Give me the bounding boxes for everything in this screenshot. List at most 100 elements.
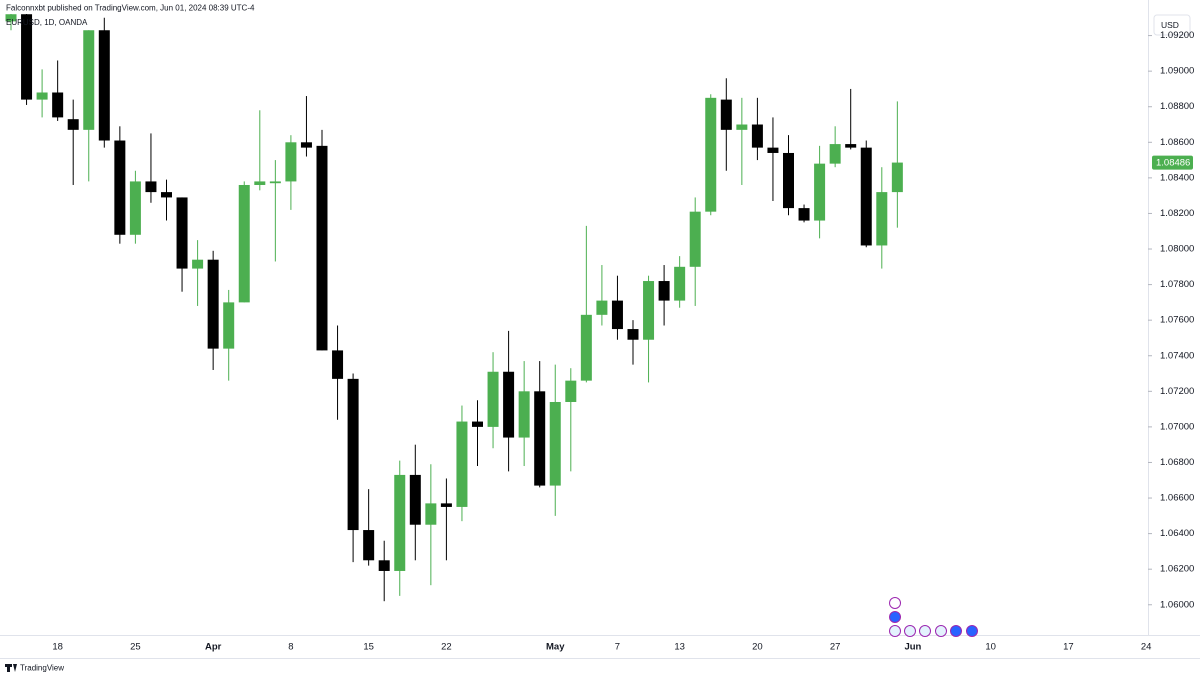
x-tick-label: 27	[830, 642, 841, 653]
y-tick-label: 1.07000	[1160, 421, 1194, 432]
candle-body	[269, 181, 281, 184]
candle-body	[549, 401, 561, 486]
candle-body	[223, 302, 235, 349]
candle-body	[472, 421, 483, 427]
candle-body	[689, 211, 701, 267]
y-tick-label: 1.06000	[1160, 599, 1194, 610]
x-tick-label: 20	[752, 642, 763, 653]
y-tick-label: 1.08400	[1160, 172, 1194, 183]
candle-body	[83, 30, 95, 130]
candle-body	[161, 192, 172, 198]
event-icons	[889, 597, 978, 637]
candle-body	[316, 145, 328, 351]
last-price-label: 1.08486	[1156, 158, 1190, 169]
candle-body	[596, 300, 608, 315]
candle-body	[98, 30, 110, 141]
candle-body	[565, 380, 577, 402]
candle-body	[52, 92, 64, 118]
candle-body	[114, 140, 126, 235]
candle-body	[674, 266, 686, 301]
candle-body	[611, 300, 623, 330]
x-tick-label: 10	[985, 642, 996, 653]
candle-body	[767, 147, 779, 153]
candle-body	[347, 378, 359, 531]
x-tick-label: 17	[1063, 642, 1074, 653]
currency-button[interactable]	[1153, 14, 1191, 36]
candle-body	[192, 259, 204, 269]
event-icon	[889, 597, 901, 609]
candle-body	[487, 371, 499, 427]
y-tick-label: 1.08600	[1160, 137, 1194, 148]
candle-body	[300, 142, 312, 148]
candle-body	[36, 92, 48, 100]
candle-body	[254, 181, 266, 185]
y-tick-label: 1.09000	[1160, 66, 1194, 77]
candle-body	[534, 391, 546, 486]
candle-body	[829, 144, 841, 164]
event-icon	[889, 611, 901, 623]
x-tick-label: Jun	[904, 642, 921, 653]
x-tick-label: 7	[615, 642, 620, 653]
candle-body	[720, 99, 732, 130]
candle-body	[798, 208, 810, 221]
y-tick-label: 1.07600	[1160, 315, 1194, 326]
event-icon	[935, 625, 947, 637]
x-tick-label: 15	[363, 642, 374, 653]
candle-body	[176, 197, 188, 269]
candle-body	[21, 14, 33, 100]
candle-body	[332, 350, 344, 379]
brand-logo	[5, 664, 17, 672]
candle-body	[736, 124, 748, 130]
y-tick-label: 1.06800	[1160, 457, 1194, 468]
currency-label[interactable]: USD	[1161, 20, 1179, 30]
candle-body	[378, 560, 390, 571]
last-price-box	[1152, 155, 1193, 170]
candle-body	[705, 97, 717, 212]
header-bg	[3, 2, 223, 14]
y-tick-label: 1.07400	[1160, 350, 1194, 361]
candle-body	[503, 371, 515, 438]
candle-body	[658, 281, 670, 301]
y-tick-label: 1.06200	[1160, 564, 1194, 575]
candle-body	[238, 184, 250, 303]
candle-body	[845, 144, 857, 148]
candle-body	[5, 14, 17, 22]
candle-body	[580, 314, 592, 381]
candle-body	[627, 329, 639, 340]
event-icon	[919, 625, 931, 637]
x-tick-label: 18	[52, 642, 63, 653]
published-text: Falconnxbt published on TradingView.com,…	[6, 4, 255, 13]
x-tick-label: 24	[1141, 642, 1152, 653]
x-tick-label: May	[546, 642, 565, 653]
candle-body	[876, 192, 888, 246]
candle-body	[891, 162, 903, 193]
y-tick-label: 1.09200	[1160, 30, 1194, 41]
candle-body	[67, 119, 79, 130]
event-icon	[950, 625, 962, 637]
candle-body	[456, 421, 468, 507]
candle-body	[425, 503, 437, 525]
event-icon	[966, 625, 978, 637]
candle-body	[643, 281, 655, 340]
x-tick-label: 13	[674, 642, 685, 653]
candle-body	[409, 474, 421, 525]
y-tick-label: 1.07800	[1160, 279, 1194, 290]
y-tick-label: 1.08800	[1160, 101, 1194, 112]
y-tick-label: 1.08200	[1160, 208, 1194, 219]
candle-body	[751, 124, 763, 148]
event-icon	[889, 625, 901, 637]
candle-body	[285, 142, 297, 182]
y-tick-label: 1.06600	[1160, 493, 1194, 504]
candle-body	[860, 147, 872, 246]
x-tick-label: 25	[130, 642, 141, 653]
y-tick-label: 1.06400	[1160, 528, 1194, 539]
x-tick-label: Apr	[205, 642, 222, 653]
candle-body	[518, 391, 530, 438]
y-tick-label: 1.07200	[1160, 386, 1194, 397]
candle-body	[783, 152, 794, 209]
brand-text: TradingView	[20, 664, 64, 673]
candle-body	[145, 181, 157, 193]
plot-area	[5, 5, 903, 602]
